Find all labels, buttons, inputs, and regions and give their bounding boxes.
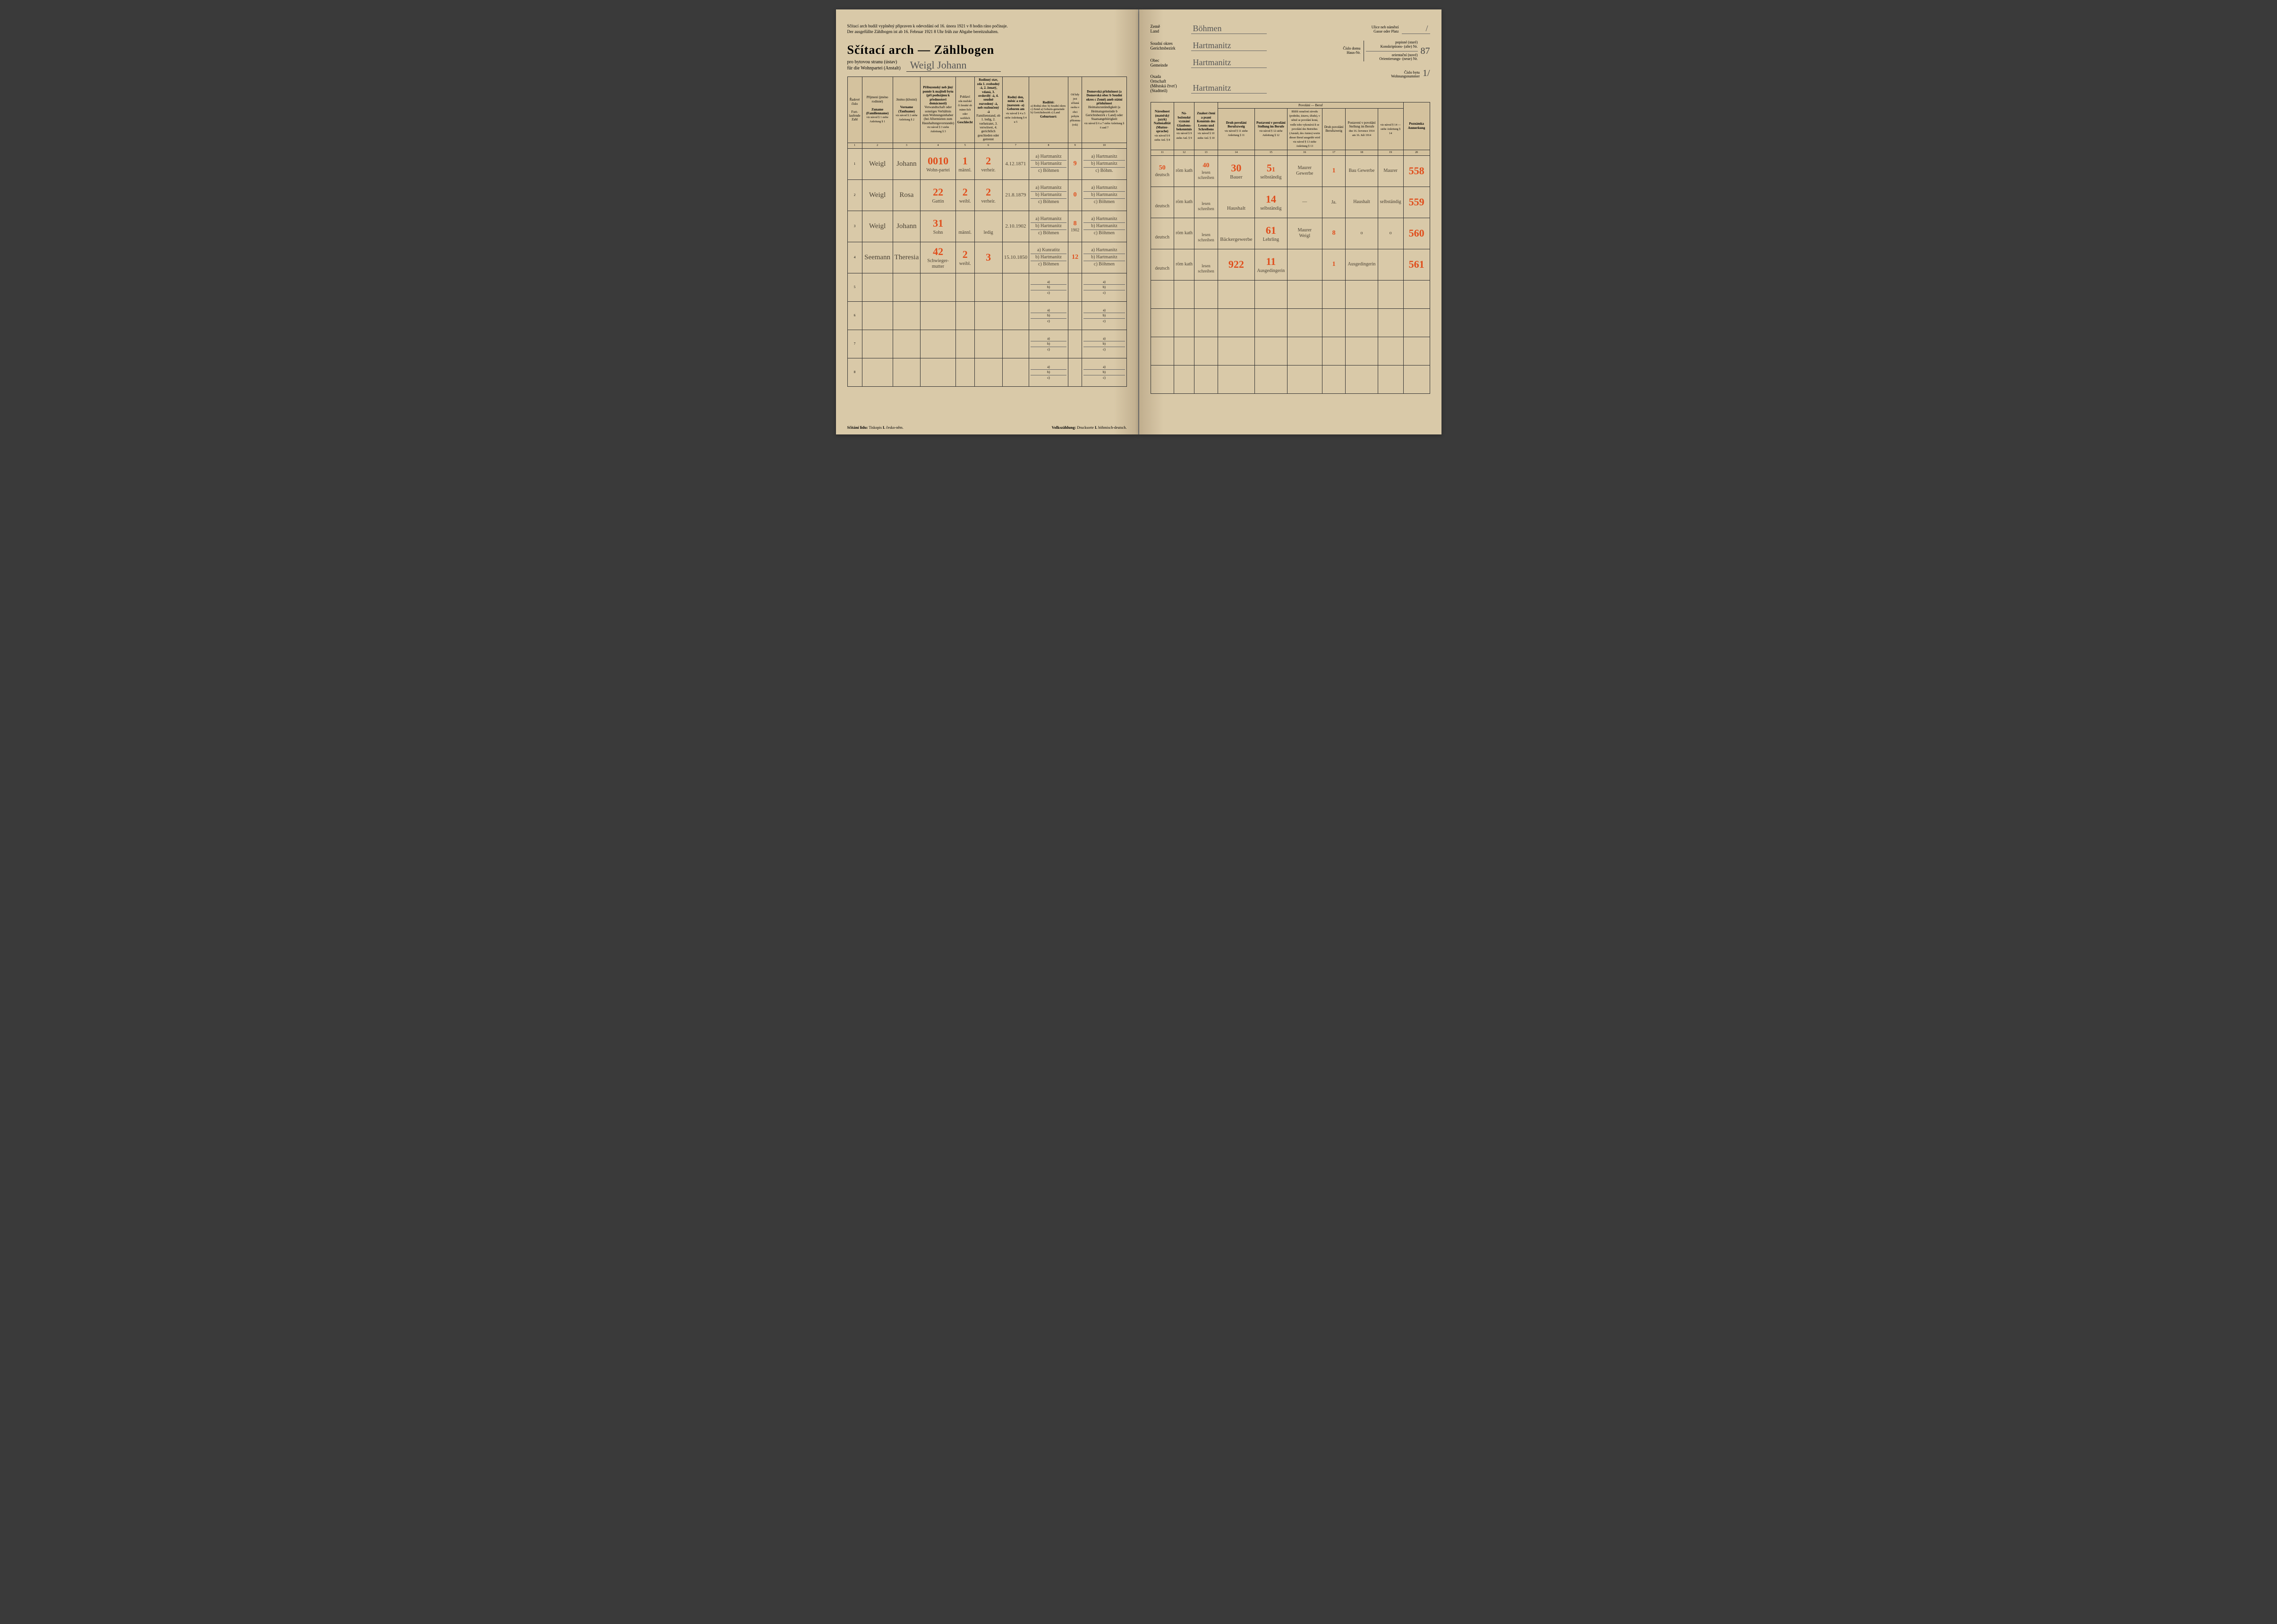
- table-row: [1151, 308, 1430, 337]
- table-row: 8a)b)c)a)b)c): [847, 358, 1126, 386]
- household-name: Weigl Johann: [906, 59, 1001, 72]
- main-title: Sčítací arch — Zählbogen: [847, 43, 1127, 57]
- table-row: 7a)b)c)a)b)c): [847, 330, 1126, 358]
- subtitle-de: für die Wohnpartei (Anstalt): [847, 66, 901, 71]
- footer-left: Sčítání lidu: Tiskopis I. česko-něm. Vol…: [847, 425, 1127, 430]
- right-page: ZeměLandBöhmen Soudní okresGerichtsbezir…: [1139, 9, 1441, 434]
- table-row: deutsch röm kath lesen schreiben 922 11A…: [1151, 249, 1430, 280]
- table-row: 6a)b)c)a)b)c): [847, 301, 1126, 330]
- table-row: deutsch röm kath lesen schreiben Bäckerg…: [1151, 218, 1430, 249]
- table-row: 2 Weigl Rosa 22Gattin 2weibl. 2verheir. …: [847, 179, 1126, 211]
- table-row: 1 Weigl Johann 0010Wohn-partei 1männl. 2…: [847, 148, 1126, 179]
- subtitle-cz: pro bytovou stranu (ústav): [847, 60, 901, 65]
- census-table-left: Řadové čísloFort-laufende Zahl Příjmení …: [847, 77, 1127, 386]
- census-table-right: Národnost (mateřský jazyk)Nationalität (…: [1151, 102, 1430, 394]
- table-row: [1151, 365, 1430, 393]
- table-row: deutsch röm kath lesen schreiben Haushal…: [1151, 187, 1430, 218]
- top-line-2: Der ausgefüllte Zählbogen ist ab 16. Feb…: [847, 29, 1127, 35]
- table-row: 5a)b)c)a)b)c): [847, 273, 1126, 301]
- header-fields: ZeměLandBöhmen Soudní okresGerichtsbezir…: [1151, 24, 1430, 94]
- table-row: 3 Weigl Johann 31Sohn männl. ledig 2.10.…: [847, 211, 1126, 242]
- table-row: [1151, 280, 1430, 308]
- table-row: 4 Seemann Theresia 42Schwieger-mutter 2w…: [847, 242, 1126, 273]
- left-page: Sčítací arch budíž vyplněný připraven k …: [836, 9, 1138, 434]
- table-row: 50deutsch röm kath 40lesen schreiben 30B…: [1151, 155, 1430, 187]
- top-instruction: Sčítací arch budíž vyplněný připraven k …: [847, 24, 1127, 34]
- table-row: [1151, 337, 1430, 365]
- top-line-1: Sčítací arch budíž vyplněný připraven k …: [847, 24, 1127, 29]
